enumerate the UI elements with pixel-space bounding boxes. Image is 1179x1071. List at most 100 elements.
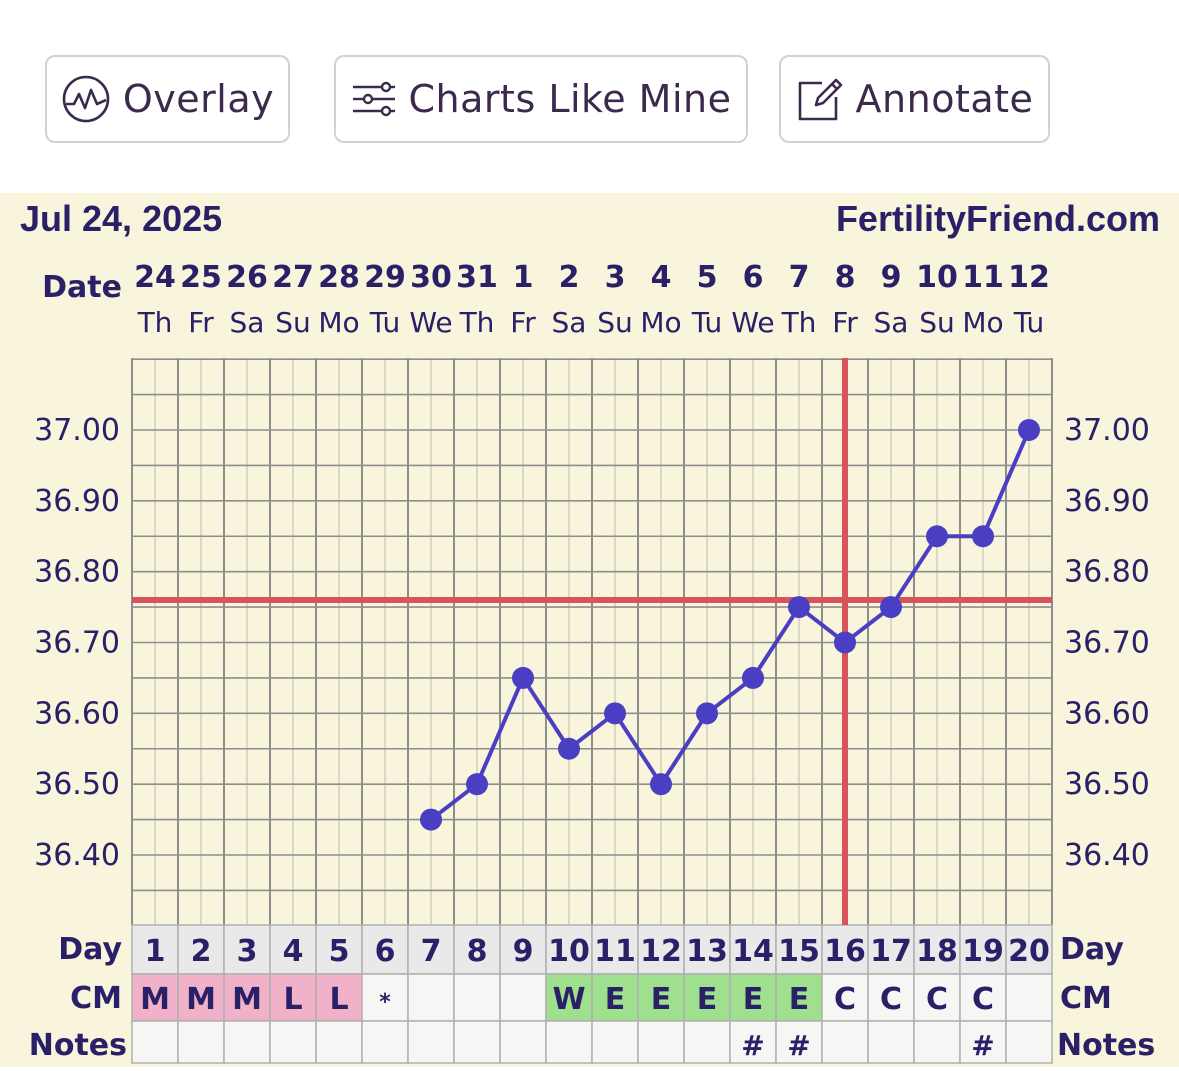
y-tick-label-left: 36.80 bbox=[34, 555, 120, 590]
cm-label: W bbox=[552, 982, 585, 1017]
cm-label: * bbox=[379, 990, 391, 1015]
cycle-day-cell bbox=[775, 924, 823, 975]
notes-cell bbox=[775, 1020, 823, 1064]
charts-like-mine-button[interactable]: Charts Like Mine bbox=[334, 55, 748, 143]
cycle-day-label: 16 bbox=[824, 934, 866, 969]
chart-toolbar: Overlay Charts Like Mine Annot bbox=[0, 0, 1179, 190]
cm-cell bbox=[959, 973, 1007, 1022]
temperature-point bbox=[696, 702, 718, 725]
cm-label: C bbox=[926, 982, 948, 1017]
annotate-label: Annotate bbox=[855, 77, 1034, 121]
charts-like-mine-label: Charts Like Mine bbox=[408, 77, 732, 121]
notes-cell bbox=[177, 1020, 225, 1064]
notes-cell bbox=[821, 1020, 869, 1064]
date-label: 6 bbox=[743, 260, 764, 295]
cm-label: M bbox=[232, 982, 262, 1017]
notes-cell bbox=[269, 1020, 317, 1064]
cycle-day-label: 5 bbox=[329, 934, 350, 969]
temperature-point bbox=[880, 596, 902, 619]
date-label: 26 bbox=[226, 260, 268, 295]
temperature-line bbox=[429, 429, 1031, 822]
cycle-day-cell bbox=[637, 924, 685, 975]
weekday-label: Sa bbox=[874, 306, 909, 339]
cycle-day-label: 19 bbox=[962, 934, 1004, 969]
weekday-label: Tu bbox=[1013, 306, 1045, 339]
edit-icon bbox=[796, 75, 844, 123]
notes-row-label-left: Notes bbox=[29, 1028, 127, 1063]
cycle-day-label: 3 bbox=[237, 934, 258, 969]
weekday-label: Sa bbox=[230, 306, 265, 339]
cm-cell bbox=[407, 973, 455, 1022]
cm-label: E bbox=[789, 982, 810, 1017]
weekday-label: Th bbox=[781, 306, 817, 339]
y-tick-label-left: 36.90 bbox=[34, 484, 120, 519]
notes-cell bbox=[729, 1020, 777, 1064]
overlay-button[interactable]: Overlay bbox=[45, 55, 290, 143]
temperature-point bbox=[604, 702, 626, 725]
weekday-label: Fr bbox=[510, 306, 536, 339]
cycle-day-label: 4 bbox=[283, 934, 304, 969]
notes-cell bbox=[223, 1020, 271, 1064]
y-tick-label-left: 36.60 bbox=[34, 696, 120, 731]
cycle-day-cell bbox=[591, 924, 639, 975]
weekday-label: Tu bbox=[369, 306, 401, 339]
weekday-label: Th bbox=[459, 306, 495, 339]
cycle-day-cell bbox=[269, 924, 317, 975]
cycle-day-label: 12 bbox=[640, 934, 682, 969]
temperature-series bbox=[420, 419, 1040, 831]
temperature-point bbox=[834, 631, 856, 654]
cycle-day-cell bbox=[729, 924, 777, 975]
notes-cell bbox=[683, 1020, 731, 1064]
cycle-day-label: 1 bbox=[145, 934, 166, 969]
annotate-button[interactable]: Annotate bbox=[779, 55, 1050, 143]
y-tick-label-left: 36.50 bbox=[34, 767, 120, 802]
note-marker: # bbox=[787, 1029, 810, 1062]
cycle-day-label: 7 bbox=[421, 934, 442, 969]
cycle-day-label: 20 bbox=[1008, 934, 1050, 969]
cycle-day-label: 8 bbox=[467, 934, 488, 969]
cycle-day-label: 13 bbox=[686, 934, 728, 969]
note-marker: # bbox=[971, 1029, 994, 1062]
chart-date-title: Jul 24, 2025 bbox=[20, 198, 222, 239]
date-label: 4 bbox=[651, 260, 672, 295]
date-label: 12 bbox=[1008, 260, 1050, 295]
weekday-label: Mo bbox=[962, 306, 1003, 339]
date-label: 30 bbox=[410, 260, 452, 295]
weekday-label: Su bbox=[597, 306, 633, 339]
cm-row-label-right: CM bbox=[1060, 981, 1112, 1016]
date-label: 11 bbox=[962, 260, 1004, 295]
cycle-day-label: 11 bbox=[594, 934, 636, 969]
notes-cell bbox=[867, 1020, 915, 1064]
weekday-label: Mo bbox=[318, 306, 359, 339]
temperature-point bbox=[788, 596, 810, 619]
date-label: 27 bbox=[272, 260, 314, 295]
cycle-day-cell bbox=[499, 924, 547, 975]
temperature-point bbox=[466, 773, 488, 796]
weekday-label: Su bbox=[919, 306, 955, 339]
date-label: 3 bbox=[605, 260, 626, 295]
weekday-label: Fr bbox=[188, 306, 214, 339]
notes-row-label-right: Notes bbox=[1057, 1028, 1155, 1063]
weekday-label: Mo bbox=[640, 306, 681, 339]
cycle-day-label: 2 bbox=[191, 934, 212, 969]
notes-cell bbox=[499, 1020, 547, 1064]
cm-label: C bbox=[834, 982, 856, 1017]
cm-row-label-left: CM bbox=[70, 981, 122, 1016]
day-row-label-right: Day bbox=[1060, 932, 1124, 967]
cm-label: E bbox=[651, 982, 672, 1017]
cm-label: L bbox=[329, 982, 348, 1017]
note-marker: # bbox=[741, 1029, 764, 1062]
notes-cell bbox=[407, 1020, 455, 1064]
cm-label: C bbox=[972, 982, 994, 1017]
cm-cell bbox=[269, 973, 317, 1022]
weekday-label: Su bbox=[275, 306, 311, 339]
cm-label: E bbox=[697, 982, 718, 1017]
y-tick-label-right: 36.80 bbox=[1064, 555, 1150, 590]
date-label: 25 bbox=[180, 260, 222, 295]
date-label: 24 bbox=[134, 260, 176, 295]
notes-cell bbox=[545, 1020, 593, 1064]
cm-label: E bbox=[605, 982, 626, 1017]
cycle-day-label: 17 bbox=[870, 934, 912, 969]
cm-cell bbox=[361, 973, 409, 1022]
temperature-point bbox=[972, 525, 994, 548]
